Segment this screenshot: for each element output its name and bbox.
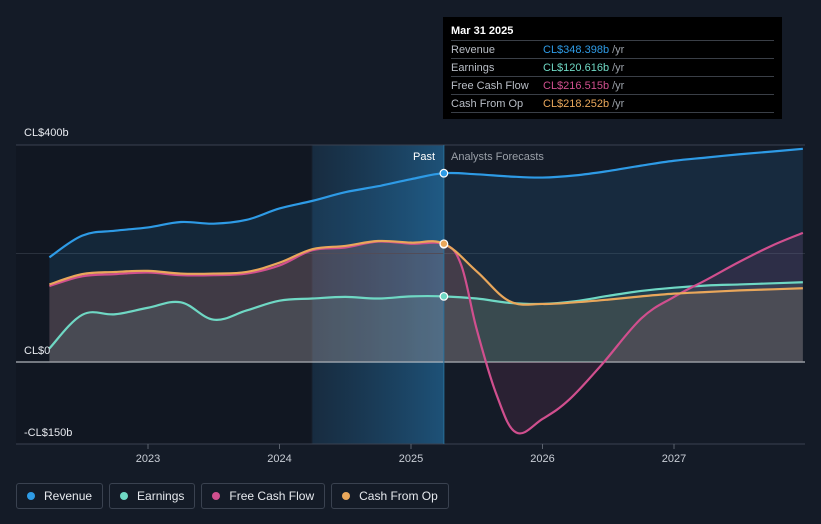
legend-dot-icon [27, 492, 35, 500]
tooltip-row-free-cash-flow: Free Cash Flow CL$216.515b /yr [451, 78, 774, 95]
marker-revenue [439, 168, 449, 178]
area-free-cash-flow [49, 232, 803, 434]
marker-earnings [439, 291, 449, 301]
legend-item-earnings[interactable]: Earnings [109, 483, 196, 509]
tooltip-unit: /yr [612, 62, 625, 74]
legend-item-free-cash-flow[interactable]: Free Cash Flow [201, 483, 326, 509]
x-tick-label: 2024 [267, 453, 291, 465]
legend-label: Cash From Op [359, 489, 438, 503]
tooltip-unit: /yr [612, 98, 625, 110]
area-revenue [49, 148, 803, 362]
series-areas [49, 148, 803, 434]
area-earnings [49, 282, 803, 362]
tooltip-label: Cash From Op [451, 98, 524, 110]
line-cash-from-op [49, 239, 803, 306]
legend: Revenue Earnings Free Cash Flow Cash Fro… [16, 483, 449, 509]
legend-dot-icon [120, 492, 129, 500]
tooltip-row-revenue: Revenue CL$348.398b /yr [451, 42, 774, 59]
tooltip-unit: /yr [612, 80, 625, 92]
marker-cash-from-op [439, 239, 449, 249]
line-revenue [48, 147, 803, 259]
legend-dot-icon [342, 492, 351, 500]
tooltip: Mar 31 2025 Revenue CL$348.398b /yr Earn… [443, 17, 782, 119]
x-tick-label: 2027 [662, 453, 686, 465]
past-label: Past [413, 151, 435, 163]
x-tick-label: 2025 [399, 453, 423, 465]
x-tick-label: 2023 [136, 453, 160, 465]
tooltip-label: Revenue [451, 44, 496, 56]
tooltip-value: CL$216.515b [543, 80, 610, 92]
tooltip-label: Earnings [451, 62, 495, 74]
series-lines [48, 147, 804, 435]
tooltip-unit: /yr [612, 44, 625, 56]
tooltip-value: CL$348.398b [543, 44, 610, 56]
series-markers [439, 168, 449, 301]
forecast-label: Analysts Forecasts [451, 151, 544, 163]
x-tick-label: 2026 [530, 453, 554, 465]
y-label-top: CL$400b [24, 127, 69, 139]
tooltip-value: CL$218.252b [543, 98, 610, 110]
area-cash-from-op [49, 240, 803, 362]
past-background [16, 145, 311, 444]
legend-label: Earnings [137, 489, 185, 503]
line-earnings [48, 281, 803, 350]
x-axis-ticks: 2023 2024 2025 2026 2027 [136, 444, 686, 465]
tooltip-label: Free Cash Flow [451, 80, 529, 92]
tooltip-value: CL$120.616b [543, 62, 610, 74]
legend-label: Revenue [44, 489, 93, 503]
y-label-bottom: -CL$150b [24, 427, 72, 439]
legend-dot-icon [212, 492, 221, 500]
tooltip-row-earnings: Earnings CL$120.616b /yr [451, 60, 774, 77]
legend-item-revenue[interactable]: Revenue [16, 483, 104, 509]
legend-label: Free Cash Flow [229, 489, 315, 503]
tooltip-date: Mar 31 2025 [451, 24, 774, 41]
y-label-zero: CL$0 [24, 345, 50, 357]
tooltip-row-cash-from-op: Cash From Op CL$218.252b /yr [451, 96, 774, 113]
legend-item-cash-from-op[interactable]: Cash From Op [331, 483, 449, 509]
